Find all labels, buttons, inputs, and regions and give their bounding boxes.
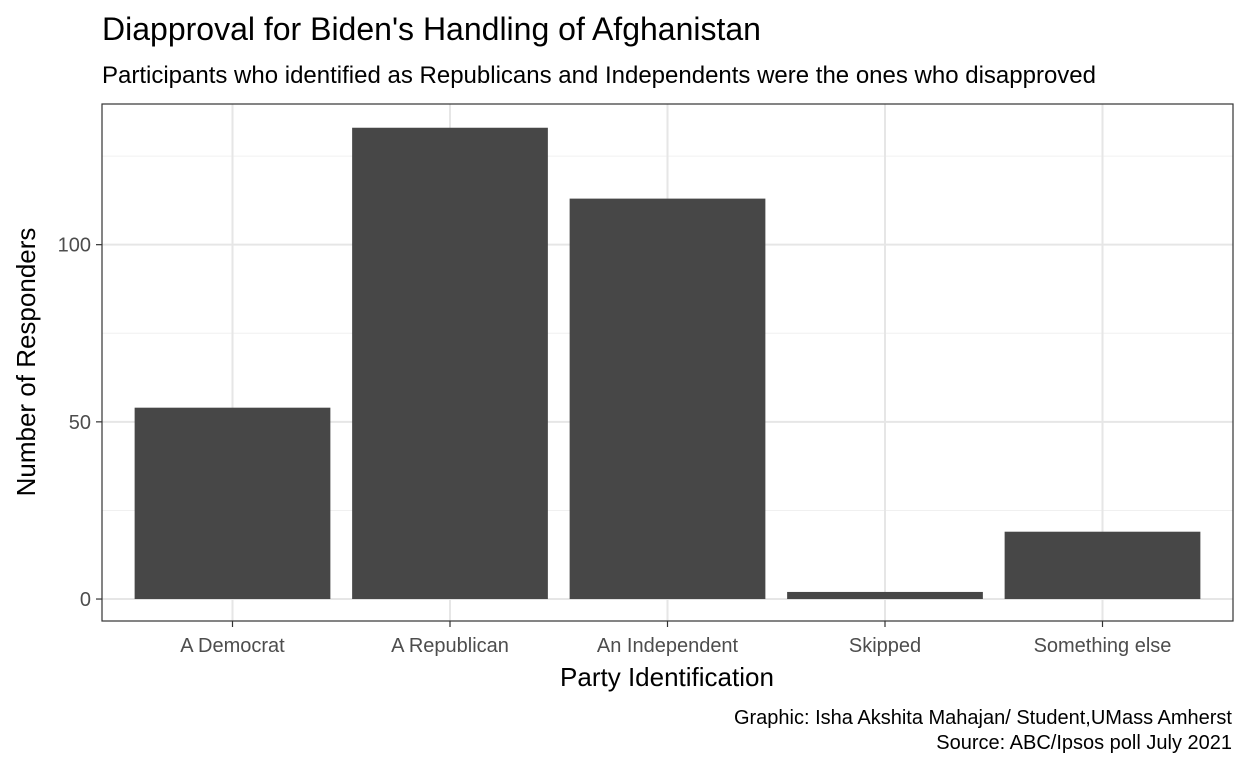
caption-source: Source: ABC/Ipsos poll July 2021 (936, 732, 1232, 754)
y-tick-label: 100 (58, 235, 91, 257)
bar (1005, 532, 1201, 599)
bar (787, 592, 983, 599)
x-tick-label: Skipped (849, 635, 921, 657)
x-axis: A Democrat A Republican An Independent Skip… (180, 621, 1171, 657)
bar (135, 408, 331, 599)
y-tick-label: 0 (80, 589, 91, 611)
x-tick-label: A Democrat (180, 635, 285, 657)
caption-credit: Graphic: Isha Akshita Mahajan/ Student,U… (734, 707, 1232, 729)
plot-panel (102, 104, 1233, 621)
chart-subtitle: Participants who identified as Republica… (102, 62, 1096, 89)
x-tick-label: A Republican (391, 635, 509, 657)
x-tick-label: An Independent (597, 635, 739, 657)
x-axis-title: Party Identification (560, 662, 774, 692)
x-tick-label: Something else (1034, 635, 1172, 657)
y-tick-label: 50 (69, 412, 91, 434)
y-axis: 0 50 100 (58, 235, 102, 611)
y-axis-title: Number of Responders (11, 228, 41, 497)
bar (570, 199, 766, 599)
bar (352, 128, 548, 599)
chart-title: Diapproval for Biden's Handling of Afgha… (102, 11, 761, 47)
